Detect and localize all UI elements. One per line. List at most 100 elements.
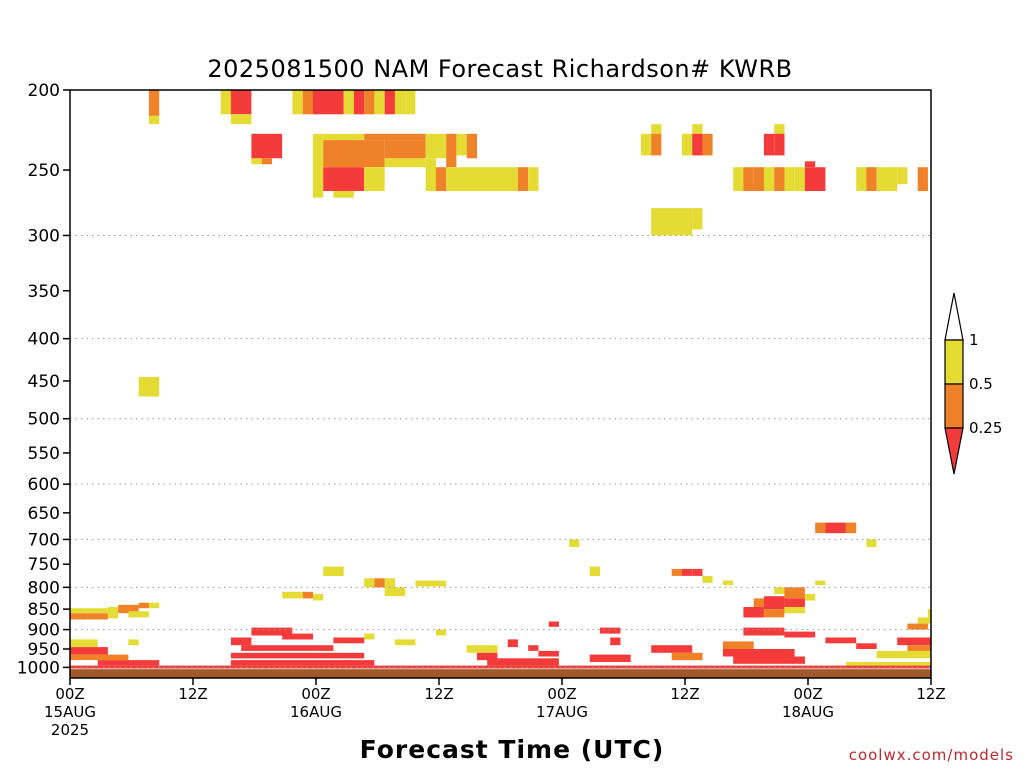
ri-cell [815, 580, 826, 586]
ri-cell [487, 658, 559, 666]
y-tick-label: 250 [28, 161, 60, 181]
ri-cell [230, 114, 252, 125]
ri-cell [784, 607, 805, 614]
colorbar-top-triangle [944, 292, 964, 341]
ri-cell [651, 133, 662, 156]
ri-cell [753, 167, 764, 191]
ri-cell [312, 90, 344, 115]
ri-cell [856, 643, 877, 649]
ri-cell [148, 90, 160, 116]
x-tick-label: 12Z [178, 685, 207, 703]
ri-cell [692, 133, 703, 156]
ri-cell [804, 594, 816, 601]
ri-cell [856, 167, 867, 191]
ri-cell [384, 587, 406, 597]
ri-cell [128, 639, 139, 646]
ri-cell [640, 133, 652, 156]
ri-cell [323, 133, 365, 141]
ri-cell [599, 627, 621, 634]
ri-cell [671, 568, 682, 576]
ri-cell [70, 613, 88, 620]
credit-text: coolwx.com/models [849, 746, 1014, 764]
ri-cell [292, 90, 303, 115]
ri-cell [804, 161, 816, 168]
ri-cell [784, 598, 805, 607]
ri-cell [866, 167, 877, 191]
ri-cell [323, 167, 365, 191]
y-tick-label: 750 [28, 555, 60, 575]
chart-title: 2025081500 NAM Forecast Richardson# KWRB [207, 55, 792, 83]
ri-cell [384, 158, 426, 168]
ri-cell [466, 645, 498, 653]
x-tick-label: 00Z [547, 685, 576, 703]
ri-cell [251, 627, 293, 636]
ri-cell [528, 167, 539, 191]
ri-cell [722, 641, 754, 649]
ri-cell [302, 591, 313, 599]
ri-cell [87, 613, 108, 620]
ri-cell [364, 578, 375, 588]
ri-cell [507, 639, 518, 648]
ri-cell [364, 133, 426, 141]
y-tick-label: 600 [28, 475, 60, 495]
ri-cell [917, 617, 931, 624]
ri-cell [538, 650, 559, 657]
y-tick-label: 900 [28, 621, 60, 641]
ri-cell [681, 568, 693, 576]
y-tick-label: 550 [28, 444, 60, 464]
heatmap-cells [70, 90, 931, 669]
ri-cell [251, 158, 262, 165]
ri-cell [446, 167, 518, 191]
ri-cell [107, 607, 119, 619]
ri-cell [384, 578, 395, 588]
colorbar-bottom-triangle [944, 427, 964, 475]
ri-cell [733, 656, 805, 664]
ri-cell [774, 167, 785, 191]
ri-cell [312, 594, 324, 601]
x-axis-label: Forecast Time (UTC) [360, 735, 665, 764]
ri-cell [364, 90, 375, 115]
ri-cell [128, 611, 149, 618]
ri-cell [825, 522, 846, 534]
ri-cell [220, 90, 231, 115]
x-tick-label: 15AUG [44, 703, 96, 721]
ri-cell [866, 539, 877, 547]
ri-cell [804, 167, 826, 191]
ri-cell [405, 90, 416, 115]
ri-cell [651, 208, 693, 236]
ri-cell [70, 639, 98, 648]
ri-cell [907, 645, 931, 651]
ri-cell [353, 90, 365, 115]
ri-cell [148, 602, 160, 609]
ri-cell [763, 133, 775, 156]
ri-cell [610, 637, 621, 646]
y-tick-label: 400 [28, 330, 60, 350]
ri-cell [651, 645, 693, 653]
y-tick-label: 450 [28, 372, 60, 392]
ri-cell [784, 631, 816, 638]
x-tick-label: 00Z [301, 685, 330, 703]
ri-cell [302, 90, 313, 115]
ri-cell [927, 609, 931, 618]
y-tick-label: 700 [28, 530, 60, 550]
colorbar-label: 1 [969, 331, 979, 349]
y-tick-label: 350 [28, 282, 60, 302]
ri-cell [722, 580, 734, 586]
y-tick-label: 200 [28, 81, 60, 101]
ri-cell [323, 140, 385, 168]
ri-cell [446, 133, 457, 168]
ri-cell [692, 124, 703, 134]
ri-cell [138, 376, 160, 397]
ri-cell [312, 133, 324, 198]
x-tick-label: 18AUG [782, 703, 834, 721]
ri-cell [415, 580, 447, 587]
ri-cell [815, 522, 826, 534]
ri-cell [671, 652, 703, 661]
ri-cell [897, 167, 908, 185]
ri-cell [282, 591, 303, 599]
ri-cell [794, 167, 805, 191]
ri-cell [681, 133, 693, 156]
ri-cell [435, 629, 447, 636]
